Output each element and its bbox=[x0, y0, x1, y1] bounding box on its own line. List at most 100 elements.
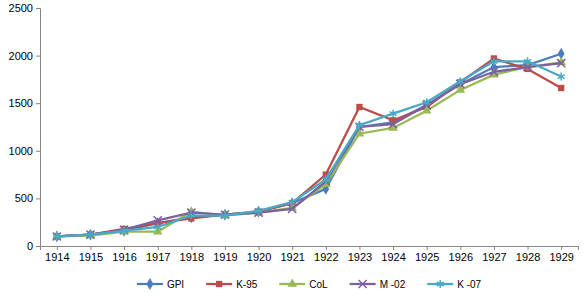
x-tick-mark bbox=[494, 246, 495, 250]
marker bbox=[120, 226, 128, 234]
x-tick: 1928 bbox=[516, 246, 540, 263]
x-tick: 1916 bbox=[112, 246, 136, 263]
marker bbox=[53, 232, 60, 240]
x-tick-label: 1916 bbox=[112, 251, 136, 263]
series bbox=[54, 55, 565, 239]
x-tick-mark bbox=[124, 246, 125, 250]
marker bbox=[390, 110, 397, 118]
marker bbox=[356, 121, 363, 129]
y-tick-mark bbox=[36, 151, 40, 152]
x-tick-mark bbox=[90, 246, 91, 250]
marker bbox=[457, 77, 464, 85]
y-tick: 500 bbox=[15, 192, 40, 204]
x-tick-label: 1926 bbox=[449, 251, 473, 263]
marker bbox=[490, 57, 497, 65]
y-tick-mark bbox=[36, 246, 40, 247]
x-tick: 1923 bbox=[348, 246, 372, 263]
marks bbox=[52, 48, 566, 243]
marker bbox=[423, 98, 430, 106]
marker bbox=[221, 212, 228, 220]
marker bbox=[121, 227, 128, 235]
x-tick: 1924 bbox=[381, 246, 405, 263]
marker bbox=[289, 198, 296, 206]
x-tick-label: 1925 bbox=[415, 251, 439, 263]
x-tick: 1921 bbox=[280, 246, 304, 263]
series bbox=[53, 57, 564, 240]
legend-item: M -02 bbox=[350, 279, 406, 290]
marker bbox=[558, 85, 564, 91]
x-tick: 1920 bbox=[247, 246, 271, 263]
y-tick-label: 2500 bbox=[9, 2, 33, 14]
x-tick: 1927 bbox=[482, 246, 506, 263]
series-line bbox=[57, 63, 561, 236]
legend-label: CoL bbox=[309, 279, 328, 290]
x-tick-label: 1921 bbox=[280, 251, 304, 263]
legend-marker bbox=[287, 278, 297, 286]
x-tick-label: 1914 bbox=[45, 251, 69, 263]
x-tick: 1915 bbox=[79, 246, 103, 263]
legend-marker bbox=[359, 280, 367, 288]
plot: 0500100015002000250019141915191619171918… bbox=[9, 2, 579, 263]
x-tick-label: 1920 bbox=[247, 251, 271, 263]
x-tick: 1925 bbox=[415, 246, 439, 263]
x-tick: 1929 bbox=[549, 246, 573, 263]
x-tick-mark bbox=[561, 246, 562, 250]
marker bbox=[322, 175, 329, 183]
y-tick: 0 bbox=[27, 240, 40, 252]
x-axis-line bbox=[41, 247, 579, 251]
marker bbox=[255, 206, 262, 218]
y-tick-mark bbox=[36, 56, 40, 57]
x-tick-mark bbox=[460, 246, 461, 250]
marker bbox=[524, 57, 531, 65]
x-tick-label: 1927 bbox=[482, 251, 506, 263]
y-tick-label: 1500 bbox=[9, 97, 33, 109]
x-tick: 1926 bbox=[449, 246, 473, 263]
marker bbox=[255, 207, 262, 215]
legend-label: K -07 bbox=[457, 279, 481, 290]
x-tick-label: 1924 bbox=[381, 251, 405, 263]
legend: GPI K-95 CoL M -02 K -07 bbox=[137, 278, 482, 290]
legend-item: K -07 bbox=[427, 279, 481, 290]
x-tick-mark bbox=[528, 246, 529, 250]
y-axis: 05001000150020002500 bbox=[9, 2, 41, 252]
x-tick-mark bbox=[393, 246, 394, 250]
legend-marker bbox=[437, 280, 444, 288]
x-tick: 1914 bbox=[45, 246, 69, 263]
legend-item: K-95 bbox=[206, 279, 258, 290]
x-tick-mark bbox=[158, 246, 159, 250]
legend-label: K-95 bbox=[236, 279, 258, 290]
marker bbox=[188, 212, 195, 220]
x-tick-mark bbox=[57, 246, 58, 250]
x-tick-mark bbox=[259, 246, 260, 250]
x-tick-mark bbox=[191, 246, 192, 250]
x-tick-mark bbox=[427, 246, 428, 250]
series-line bbox=[57, 54, 561, 237]
y-tick: 1500 bbox=[9, 97, 40, 109]
x-tick-mark bbox=[359, 246, 360, 250]
marker bbox=[557, 59, 565, 67]
marker bbox=[188, 212, 195, 224]
x-tick: 1919 bbox=[213, 246, 237, 263]
x-tick-label: 1919 bbox=[213, 251, 237, 263]
x-tick-label: 1923 bbox=[348, 251, 372, 263]
legend-marker bbox=[216, 281, 222, 287]
series bbox=[53, 59, 566, 240]
marker bbox=[87, 231, 94, 239]
legend-label: M -02 bbox=[380, 279, 406, 290]
x-tick: 1918 bbox=[180, 246, 204, 263]
y-tick-label: 2000 bbox=[9, 50, 33, 62]
y-tick-mark bbox=[36, 103, 40, 104]
y-axis-line bbox=[36, 9, 41, 247]
marker bbox=[558, 73, 565, 81]
x-tick-label: 1922 bbox=[314, 251, 338, 263]
y-tick-label: 0 bbox=[27, 240, 33, 252]
x-tick-mark bbox=[326, 246, 327, 250]
legend-item: GPI bbox=[137, 278, 184, 290]
series-line bbox=[57, 58, 561, 236]
marker bbox=[221, 211, 229, 219]
series-line bbox=[57, 61, 561, 236]
x-tick-label: 1929 bbox=[549, 251, 573, 263]
x-tick-mark bbox=[225, 246, 226, 250]
x-tick-label: 1928 bbox=[516, 251, 540, 263]
legend-label: GPI bbox=[167, 279, 184, 290]
